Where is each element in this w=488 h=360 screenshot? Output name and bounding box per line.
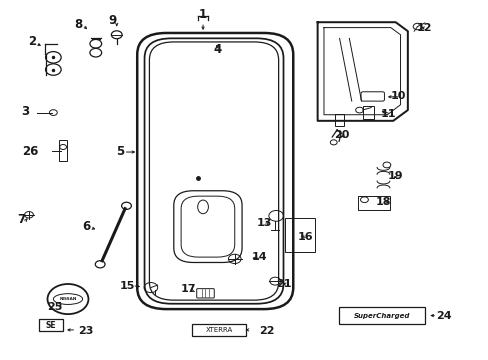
Text: 16: 16 [297,232,313,242]
Text: 7: 7 [17,213,25,226]
Text: 22: 22 [258,325,274,336]
Text: NISSAN: NISSAN [59,297,77,301]
Text: 3: 3 [21,105,29,118]
Text: 18: 18 [375,197,390,207]
Text: 15: 15 [120,281,135,291]
Text: 6: 6 [81,220,90,233]
Text: 23: 23 [78,325,94,336]
Text: 26: 26 [22,145,38,158]
Text: 9: 9 [108,14,117,27]
Text: 11: 11 [380,109,395,119]
Text: 17: 17 [180,284,196,294]
Text: 10: 10 [389,91,405,101]
Text: SuperCharged: SuperCharged [353,312,409,319]
Bar [357,196,389,210]
Text: 14: 14 [251,252,266,262]
Text: XTERRA: XTERRA [205,327,232,333]
Bar [59,140,67,161]
Text: 25: 25 [46,302,62,312]
Text: 2: 2 [28,35,37,49]
Text: 13: 13 [256,218,271,228]
Text: 20: 20 [334,130,349,140]
Text: 21: 21 [275,279,291,289]
Text: 19: 19 [387,171,403,181]
Text: SE: SE [45,321,56,330]
Text: 5: 5 [116,145,124,158]
Text: 24: 24 [436,311,451,321]
Text: 1: 1 [199,8,207,21]
Text: 12: 12 [416,23,432,33]
Text: 4: 4 [213,42,222,55]
Text: 8: 8 [75,18,82,31]
Bar [285,218,315,252]
